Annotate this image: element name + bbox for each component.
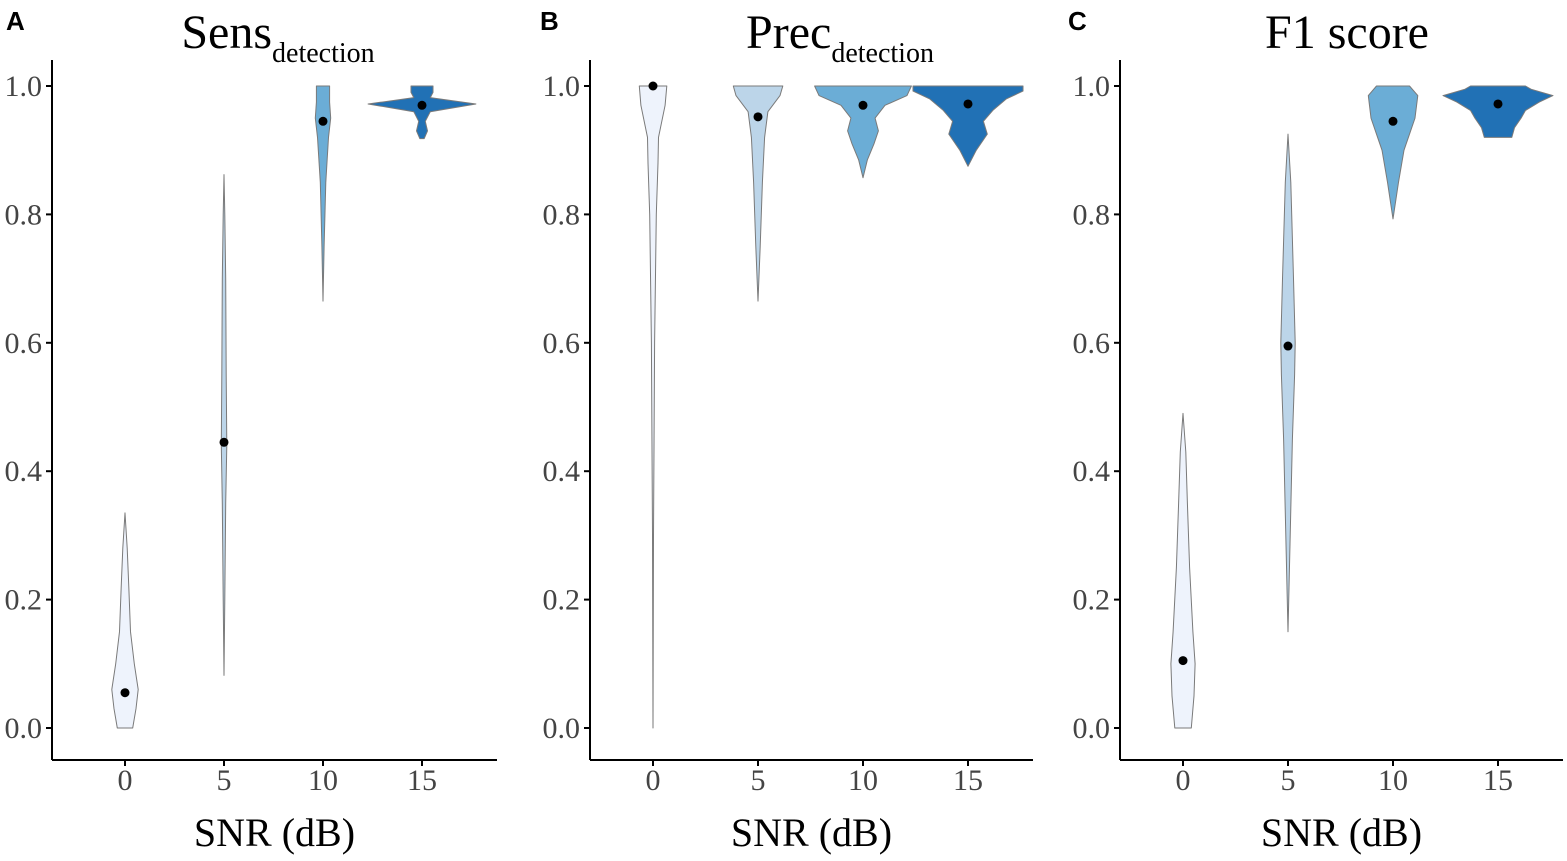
mean-point-snr-0	[120, 688, 130, 698]
violin-snr-15	[1442, 85, 1554, 138]
x-tick-label: 10	[848, 764, 878, 797]
violin-snr-10	[1367, 85, 1419, 220]
mean-point-snr-10	[858, 100, 868, 110]
y-tick-label: 0.0	[543, 712, 581, 745]
chart-title-main: Prec	[746, 6, 831, 59]
x-tick-label: 5	[217, 764, 232, 797]
y-tick-label: 0.8	[1073, 198, 1111, 231]
mean-point-snr-0	[1178, 656, 1188, 666]
y-tick-label: 1.0	[543, 70, 581, 103]
y-tick-label: 0.2	[5, 584, 43, 617]
x-tick-label: 10	[308, 764, 338, 797]
panel-b: B Precdetection 0.0 0.2 0.4 0.6 0.8 1.0 0 5 10 15 SN…	[540, 6, 1033, 855]
chart-title-main: Sens	[181, 6, 272, 59]
violin-snr-5	[1280, 133, 1296, 633]
panel-letter: A	[6, 6, 25, 36]
y-tick-label: 0.8	[543, 198, 581, 231]
x-tick-label: 10	[1378, 764, 1408, 797]
mean-point-snr-15	[963, 99, 973, 109]
violin-snr-10	[314, 85, 332, 302]
mean-point-snr-10	[1388, 116, 1398, 126]
x-tick-label: 0	[118, 764, 133, 797]
mean-point-snr-5	[753, 112, 763, 122]
violin-snr-10	[814, 85, 912, 179]
panel-letter: B	[540, 6, 559, 36]
x-tick-label: 15	[953, 764, 983, 797]
chart-title: Precdetection	[746, 6, 934, 69]
y-tick-label: 0.6	[5, 327, 43, 360]
mean-point-snr-5	[219, 437, 229, 447]
y-tick-label: 1.0	[1073, 70, 1111, 103]
chart-title-main: F1 score	[1265, 6, 1429, 59]
violin-snr-15	[912, 85, 1024, 167]
mean-point-snr-10	[318, 116, 328, 126]
panel-c: C F1 score 0.0 0.2 0.4 0.6 0.8 1.0 0 5 10 15 SNR (dB…	[1068, 6, 1563, 855]
x-axis-label: SNR (dB)	[1261, 810, 1422, 855]
x-tick-label: 0	[1176, 764, 1191, 797]
y-tick-label: 0.4	[1073, 455, 1111, 488]
y-tick-label: 1.0	[5, 70, 43, 103]
y-tick-label: 0.8	[5, 198, 43, 231]
x-tick-label: 0	[646, 764, 661, 797]
mean-point-snr-15	[1493, 99, 1503, 109]
mean-point-snr-0	[648, 81, 658, 91]
x-tick-label: 5	[1281, 764, 1296, 797]
y-tick-label: 0.0	[1073, 712, 1111, 745]
chart-title-subscript: detection	[831, 38, 934, 69]
x-tick-label: 15	[1483, 764, 1513, 797]
x-axis-label: SNR (dB)	[731, 810, 892, 855]
y-tick-label: 0.2	[1073, 584, 1111, 617]
y-tick-label: 0.2	[543, 584, 581, 617]
panel-a: A Sensdetection 0.0 0.2 0.4 0.6 0.8 1.0 0 5 10 15 SN…	[5, 6, 497, 855]
violin-snr-15	[367, 85, 477, 140]
y-tick-label: 0.4	[543, 455, 581, 488]
y-tick-label: 0.6	[1073, 327, 1111, 360]
mean-point-snr-15	[417, 100, 427, 110]
y-tick-label: 0.0	[5, 712, 43, 745]
violin-snr-5	[732, 85, 784, 302]
chart-title: Sensdetection	[181, 6, 374, 69]
chart-title: F1 score	[1265, 6, 1429, 59]
x-tick-label: 5	[751, 764, 766, 797]
mean-point-snr-5	[1283, 341, 1293, 351]
y-tick-label: 0.4	[5, 455, 43, 488]
x-axis-label: SNR (dB)	[194, 810, 355, 855]
x-tick-label: 15	[407, 764, 437, 797]
violin-snr-0	[1170, 412, 1196, 729]
y-tick-label: 0.6	[543, 327, 581, 360]
panel-letter: C	[1068, 6, 1087, 36]
violin-snr-0	[638, 85, 668, 729]
violin-snr-5	[220, 174, 228, 676]
chart-title-subscript: detection	[272, 38, 375, 69]
violin-snr-0	[111, 512, 139, 729]
